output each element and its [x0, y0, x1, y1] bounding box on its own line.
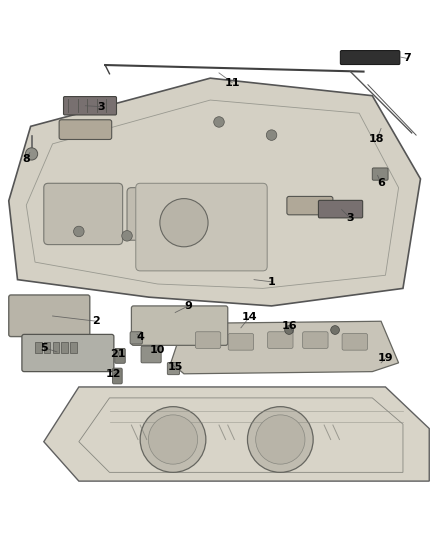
Text: 15: 15 — [167, 362, 183, 372]
Circle shape — [256, 415, 305, 464]
FancyBboxPatch shape — [141, 346, 161, 363]
FancyBboxPatch shape — [318, 200, 363, 218]
Circle shape — [74, 226, 84, 237]
Text: 1: 1 — [268, 277, 276, 287]
FancyBboxPatch shape — [136, 183, 267, 271]
Circle shape — [214, 117, 224, 127]
Text: 21: 21 — [110, 349, 126, 359]
FancyBboxPatch shape — [342, 334, 367, 350]
FancyBboxPatch shape — [228, 334, 254, 350]
FancyBboxPatch shape — [53, 342, 59, 353]
FancyBboxPatch shape — [64, 96, 117, 115]
Text: 14: 14 — [242, 312, 258, 322]
Text: 3: 3 — [346, 213, 354, 223]
Text: 9: 9 — [184, 301, 192, 311]
Text: 12: 12 — [106, 369, 122, 379]
Text: 8: 8 — [22, 154, 30, 164]
Polygon shape — [171, 321, 399, 374]
FancyBboxPatch shape — [61, 342, 68, 353]
FancyBboxPatch shape — [70, 342, 77, 353]
Circle shape — [25, 148, 38, 160]
FancyBboxPatch shape — [113, 368, 122, 384]
FancyBboxPatch shape — [167, 362, 180, 375]
Text: 6: 6 — [377, 178, 385, 188]
Circle shape — [331, 326, 339, 334]
Circle shape — [122, 231, 132, 241]
Circle shape — [285, 326, 293, 334]
FancyBboxPatch shape — [59, 120, 112, 140]
Text: 7: 7 — [403, 53, 411, 63]
Text: 5: 5 — [40, 343, 48, 352]
FancyBboxPatch shape — [303, 332, 328, 349]
FancyBboxPatch shape — [130, 332, 142, 344]
Circle shape — [160, 199, 208, 247]
FancyBboxPatch shape — [44, 342, 50, 353]
FancyBboxPatch shape — [372, 168, 388, 180]
Text: 2: 2 — [92, 316, 100, 326]
Circle shape — [247, 407, 313, 472]
Text: 3: 3 — [97, 102, 105, 111]
FancyBboxPatch shape — [268, 332, 293, 349]
FancyBboxPatch shape — [127, 188, 180, 240]
FancyBboxPatch shape — [44, 183, 123, 245]
FancyBboxPatch shape — [22, 334, 114, 372]
Circle shape — [140, 407, 206, 472]
Text: 4: 4 — [136, 332, 144, 342]
Text: 16: 16 — [281, 321, 297, 330]
FancyBboxPatch shape — [195, 332, 221, 349]
FancyBboxPatch shape — [340, 51, 400, 64]
Circle shape — [148, 415, 198, 464]
Circle shape — [266, 130, 277, 140]
Text: 19: 19 — [378, 353, 393, 364]
Text: 10: 10 — [150, 345, 166, 355]
Polygon shape — [44, 387, 429, 481]
Text: 18: 18 — [369, 134, 385, 144]
Polygon shape — [9, 78, 420, 306]
FancyBboxPatch shape — [9, 295, 90, 336]
FancyBboxPatch shape — [115, 349, 125, 364]
FancyBboxPatch shape — [287, 197, 333, 215]
FancyBboxPatch shape — [35, 342, 42, 353]
Text: 11: 11 — [224, 77, 240, 87]
FancyBboxPatch shape — [131, 306, 228, 345]
